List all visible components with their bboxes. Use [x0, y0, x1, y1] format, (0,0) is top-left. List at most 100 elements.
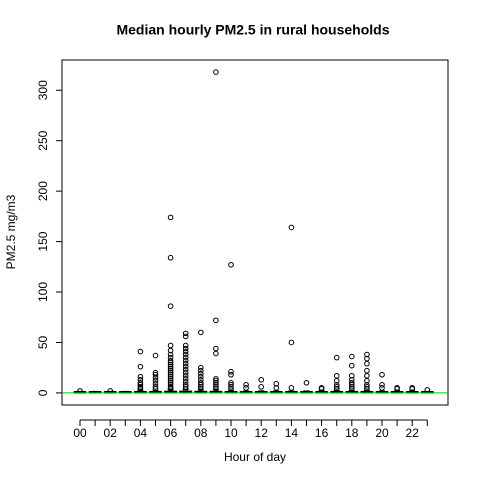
outlier: [182, 333, 189, 340]
outlier: [137, 373, 144, 380]
y-tick-label: 100: [36, 282, 50, 302]
outlier: [198, 370, 204, 377]
outlier: [152, 384, 159, 390]
x-tick-label: 00: [73, 426, 87, 440]
outlier: [213, 375, 219, 382]
x-tick-label: 06: [164, 426, 178, 440]
outlier: [228, 368, 234, 375]
outlier: [198, 380, 204, 386]
outlier: [137, 382, 144, 388]
outlier: [167, 365, 174, 372]
y-axis-label: PM2.5 mg/m3: [4, 194, 18, 269]
outlier: [167, 351, 174, 358]
x-tick-label: 02: [104, 426, 118, 440]
outlier: [228, 384, 234, 390]
x-tick-label: 16: [315, 426, 329, 440]
outlier: [152, 386, 159, 392]
outlier: [167, 375, 174, 382]
outlier: [152, 374, 159, 381]
outlier: [364, 384, 370, 390]
y-tick-label: 250: [36, 130, 50, 150]
outlier: [167, 254, 174, 261]
outlier: [228, 261, 234, 268]
outlier: [137, 386, 144, 392]
outlier: [213, 380, 219, 386]
outlier: [198, 367, 204, 374]
outlier: [364, 377, 370, 384]
outlier: [379, 385, 385, 391]
outlier: [243, 385, 249, 391]
outlier: [182, 369, 189, 376]
outlier: [198, 382, 204, 388]
outlier: [182, 366, 189, 373]
outlier: [318, 386, 325, 392]
outlier: [167, 357, 174, 364]
outlier: [152, 352, 159, 359]
outlier: [364, 351, 370, 358]
x-tick-label: 20: [375, 426, 389, 440]
outlier: [137, 363, 144, 370]
outlier: [167, 347, 174, 354]
outlier: [364, 382, 370, 388]
chart-title: Median hourly PM2.5 in rural households: [116, 22, 389, 38]
outlier: [213, 386, 219, 392]
outlier: [167, 303, 174, 309]
outlier: [182, 386, 189, 392]
outlier: [424, 387, 431, 393]
outlier: [303, 380, 310, 386]
outlier: [167, 361, 174, 368]
outlier: [228, 380, 234, 386]
outlier: [379, 371, 385, 378]
outlier: [182, 348, 189, 355]
outlier: [182, 345, 189, 352]
outlier: [364, 360, 370, 367]
x-tick-label: 04: [134, 426, 148, 440]
x-tick-label: 12: [255, 426, 269, 440]
outlier: [182, 354, 189, 361]
outlier: [213, 350, 219, 357]
outlier: [182, 375, 189, 382]
outlier: [167, 359, 174, 366]
outlier: [213, 384, 219, 390]
outlier: [213, 317, 219, 324]
outlier: [182, 384, 189, 390]
outlier: [288, 339, 295, 346]
x-tick-label: 10: [224, 426, 238, 440]
outlier: [182, 330, 189, 337]
y-tick-label: 200: [36, 181, 50, 201]
outlier: [198, 329, 204, 336]
outlier: [167, 373, 174, 380]
outlier: [152, 377, 159, 384]
outlier: [167, 382, 174, 388]
outlier: [228, 371, 234, 378]
outlier: [349, 384, 355, 390]
x-tick-label: 14: [285, 426, 299, 440]
y-tick-label: 50: [36, 335, 50, 349]
outlier: [349, 353, 355, 360]
outlier: [273, 385, 280, 391]
outlier: [198, 384, 204, 390]
outlier: [228, 382, 234, 388]
x-tick-label: 18: [345, 426, 359, 440]
outlier: [379, 382, 385, 388]
outlier: [409, 386, 416, 392]
outlier: [333, 377, 340, 384]
outlier: [228, 386, 234, 392]
outlier: [349, 362, 355, 369]
y-tick-label: 0: [36, 389, 50, 396]
outlier: [182, 382, 189, 388]
outlier: [182, 363, 189, 370]
outlier: [167, 214, 174, 221]
outlier: [213, 377, 219, 384]
outlier: [152, 371, 159, 378]
outlier: [167, 377, 174, 384]
outlier: [364, 386, 370, 392]
outlier: [394, 386, 400, 392]
outlier: [213, 382, 219, 388]
outlier: [198, 373, 204, 380]
outlier: [349, 386, 355, 392]
outlier: [288, 385, 295, 391]
outlier: [167, 363, 174, 370]
